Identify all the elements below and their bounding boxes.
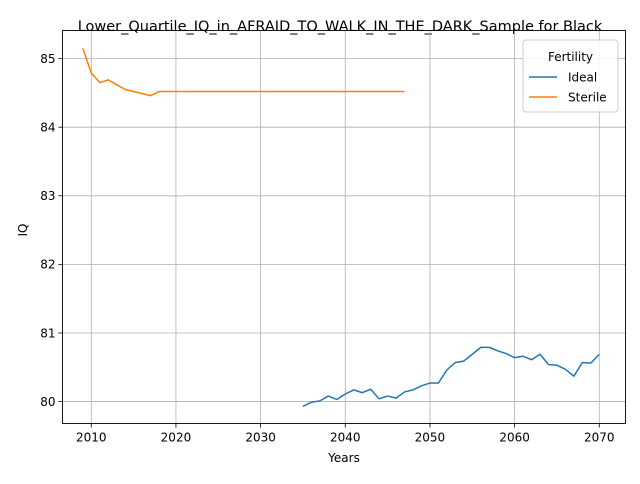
x-tick-label: 2060 [499,431,530,445]
y-axis-label: IQ [16,224,30,237]
series-line-sterile [82,48,405,97]
series-layer [82,48,600,408]
ticks: 2010 2020 2030 2040 2050 2060 2070 80 81 82 83 84 85 [40,52,614,445]
chart-title: Lower_Quartile_IQ_in_AFRAID_TO_WALK_IN_T… [78,19,603,35]
legend-title: Fertility [548,50,593,64]
y-tick-label: 82 [40,258,55,272]
legend: Fertility Ideal Sterile [522,39,619,113]
x-tick-label: 2020 [161,431,192,445]
x-tick-label: 2050 [415,431,446,445]
y-tick-label: 85 [40,52,55,66]
legend-box [522,39,619,113]
legend-label-ideal: Ideal [568,71,597,85]
y-tick-label: 81 [40,326,55,340]
x-tick-label: 2040 [330,431,361,445]
x-tick-label: 2070 [584,431,615,445]
y-tick-label: 80 [40,395,55,409]
y-tick-label: 83 [40,189,55,203]
plot-frame [62,30,626,424]
x-tick-label: 2010 [76,431,107,445]
series-line-ideal [302,346,600,408]
x-axis-label: Years [327,451,360,465]
y-tick-label: 84 [40,121,55,135]
x-tick-label: 2030 [245,431,276,445]
legend-label-sterile: Sterile [568,91,607,105]
